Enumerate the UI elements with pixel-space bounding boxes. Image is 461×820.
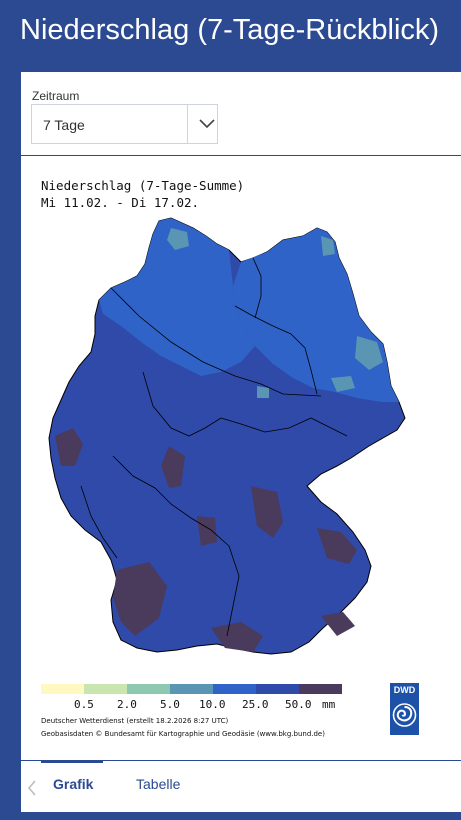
divider xyxy=(21,155,461,156)
state-border xyxy=(252,257,262,319)
chevron-down-icon xyxy=(199,119,215,129)
state-border xyxy=(110,287,322,397)
select-divider xyxy=(187,105,188,143)
active-tab-indicator xyxy=(41,760,103,763)
period-select-value: 7 Tage xyxy=(43,117,85,133)
legend-swatch xyxy=(41,684,84,694)
state-border xyxy=(220,417,348,437)
heavy-precip-area xyxy=(211,622,263,652)
page-title: Niederschlag (7-Tage-Rückblick) xyxy=(20,14,440,46)
state-border xyxy=(142,371,222,437)
tab-grafik[interactable]: Grafik xyxy=(53,776,94,792)
legend-tick: 10.0 xyxy=(199,698,226,711)
legend-unit: mm xyxy=(322,698,336,711)
legend-swatch xyxy=(127,684,170,694)
period-select[interactable]: 7 Tage xyxy=(31,104,218,144)
precipitation-map xyxy=(48,217,406,655)
map-credit-geodata: Geobasisdaten © Bundesamt für Kartograph… xyxy=(41,730,325,738)
state-border xyxy=(234,305,318,395)
legend-tick: 25.0 xyxy=(242,698,269,711)
green-patch xyxy=(321,236,335,256)
green-patch xyxy=(331,376,355,392)
green-patch xyxy=(257,386,269,398)
content-card: Zeitraum 7 Tage xyxy=(21,72,461,812)
divider xyxy=(21,760,461,761)
tab-tabelle[interactable]: Tabelle xyxy=(136,776,181,792)
heavy-precip-area xyxy=(321,612,355,636)
legend-swatch xyxy=(299,684,342,694)
chevron-left-icon[interactable] xyxy=(26,778,38,798)
heavy-precip-area xyxy=(113,562,167,636)
legend-swatch xyxy=(213,684,256,694)
legend-swatch xyxy=(84,684,127,694)
page-header: Niederschlag (7-Tage-Rückblick) xyxy=(0,0,461,72)
legend-tick: 5.0 xyxy=(160,698,180,711)
legend-tick: 50.0 xyxy=(285,698,312,711)
legend-tick: 0.5 xyxy=(74,698,94,711)
green-patch xyxy=(355,336,383,370)
heavy-precip-area xyxy=(197,516,217,546)
heavy-precip-area xyxy=(55,428,83,466)
map-title: Niederschlag (7-Tage-Summe) xyxy=(41,178,245,193)
legend-tick: 2.0 xyxy=(117,698,137,711)
map-date-range: Mi 11.02. - Di 17.02. xyxy=(41,195,200,210)
central-region xyxy=(99,218,255,376)
swirl-icon xyxy=(392,703,417,727)
state-border xyxy=(112,455,230,547)
heavy-precip-area xyxy=(251,486,283,538)
map-credit: Deutscher Wetterdienst (erstellt 18.2.20… xyxy=(41,717,229,725)
heavy-precip-area xyxy=(317,528,357,564)
heavy-precip-area xyxy=(161,446,185,488)
legend-swatch xyxy=(170,684,213,694)
dwd-logo: DWD xyxy=(390,683,419,735)
state-border xyxy=(226,545,240,637)
period-label: Zeitraum xyxy=(32,89,80,103)
state-border xyxy=(80,485,118,559)
legend-swatch xyxy=(256,684,299,694)
logo-text: DWD xyxy=(393,685,416,695)
green-patch xyxy=(167,228,189,250)
